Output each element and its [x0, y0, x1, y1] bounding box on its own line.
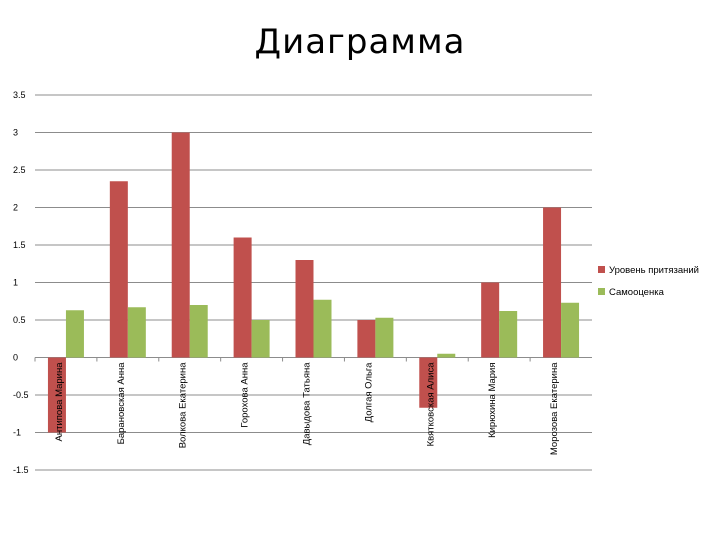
y-tick-label: 1	[13, 278, 18, 288]
bar-selfesteem	[437, 353, 456, 358]
bar-level	[419, 357, 438, 408]
category-label: Квятковская Алиса	[425, 362, 436, 447]
bar-selfesteem	[561, 302, 580, 358]
category-label: Волкова Екатерина	[178, 362, 189, 449]
category-label: Морозова Екатерина	[549, 362, 560, 455]
bar-selfesteem	[251, 320, 270, 358]
y-tick-label: 2.5	[13, 165, 26, 175]
category-label: Кирюхина Мария	[487, 362, 498, 437]
legend-swatch	[598, 266, 605, 273]
y-tick-label: 0	[13, 353, 18, 363]
category-label: Барановская Анна	[116, 362, 127, 445]
category-label: Горохова Анна	[240, 362, 251, 428]
category-label: Давыдова Татьяна	[302, 362, 313, 445]
y-tick-label: 2	[13, 203, 18, 213]
y-tick-label: 3	[13, 128, 18, 138]
legend-label: Уровень притязаний	[609, 265, 699, 276]
bar-selfesteem	[127, 307, 146, 358]
chart-title: Диаграмма	[254, 22, 466, 62]
legend-label: Самооценка	[609, 287, 665, 298]
y-tick-label: -1	[13, 428, 21, 438]
bar-level	[481, 282, 500, 358]
legend-swatch	[598, 288, 605, 295]
bar-selfesteem	[65, 310, 84, 358]
bar-level	[233, 237, 252, 358]
bar-level	[47, 357, 66, 433]
y-tick-label: 3.5	[13, 90, 26, 100]
y-tick-label: -1.5	[13, 465, 29, 475]
category-label: Антипова Марина	[54, 362, 65, 442]
bar-selfesteem	[189, 305, 208, 358]
bar-selfesteem	[499, 311, 518, 358]
bar-level	[295, 260, 314, 358]
bar-selfesteem	[313, 299, 332, 358]
bar-level	[109, 181, 128, 358]
category-label: Долгая Ольга	[363, 362, 374, 423]
bar-level	[357, 320, 376, 358]
y-tick-label: -0.5	[13, 390, 29, 400]
y-tick-label: 1.5	[13, 240, 26, 250]
bar-level	[543, 207, 562, 358]
bar-selfesteem	[375, 317, 394, 358]
y-tick-label: 0.5	[13, 315, 26, 325]
bar-level	[171, 132, 190, 358]
